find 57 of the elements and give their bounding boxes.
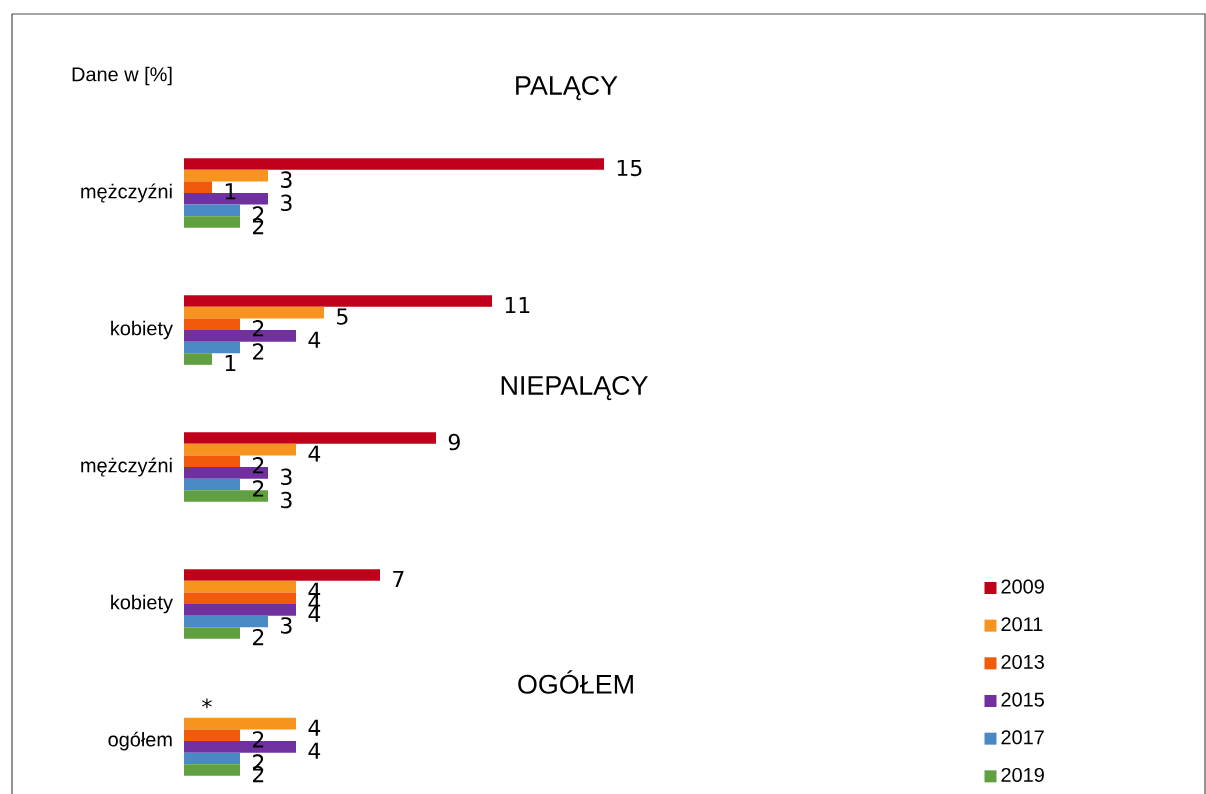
- bar: [184, 181, 213, 194]
- bar: [184, 158, 605, 170]
- bar: [184, 615, 269, 628]
- legend-label: 2015: [1001, 692, 1044, 707]
- text: PALĄCY: [516, 75, 618, 101]
- data-label: 5: [337, 308, 348, 325]
- data-label: 9: [448, 433, 460, 451]
- bar: [184, 318, 241, 331]
- legend-label: 2017: [1001, 730, 1044, 745]
- bar: [184, 592, 297, 605]
- legend-label: 2013: [1001, 654, 1044, 669]
- legend-label: 2019: [1001, 767, 1044, 782]
- data-label: 3: [281, 491, 292, 509]
- text: Dane w [%]: [72, 66, 172, 86]
- bar: [184, 204, 241, 217]
- legend-label: 2011: [1001, 617, 1043, 632]
- y-tick-label: kobiety: [111, 594, 173, 614]
- data-label: 15: [617, 159, 642, 177]
- bar: [184, 353, 213, 365]
- data-label: 4: [308, 331, 321, 348]
- bar: [184, 455, 241, 468]
- annotation: NIEPALĄCY: [501, 375, 648, 401]
- data-label: 2: [253, 628, 264, 646]
- legend-label: 2009: [1001, 579, 1044, 594]
- bar: [184, 764, 241, 776]
- bar: [184, 580, 297, 593]
- bar: [184, 569, 381, 581]
- bar: [184, 306, 325, 319]
- y-tick-label: kobiety: [111, 320, 173, 340]
- data-label: 3: [281, 171, 292, 188]
- bar: [184, 432, 437, 444]
- bar: [184, 729, 241, 742]
- data-label: 4: [308, 742, 321, 759]
- y-tick-label: mężczyźni: [81, 183, 172, 203]
- bar: [184, 627, 241, 639]
- bar: [184, 169, 269, 182]
- bar: [184, 604, 297, 616]
- data-label: 3: [281, 194, 292, 212]
- data-label: 1: [225, 355, 236, 372]
- bar: [184, 216, 241, 228]
- data-label: 3: [281, 617, 292, 634]
- y-tick-label: mężczyźni: [81, 457, 172, 477]
- bar: [184, 295, 493, 307]
- data-label: 4: [308, 445, 321, 462]
- bar: [184, 341, 241, 354]
- data-label: 4: [308, 719, 321, 736]
- y-tick-label: ogółem: [108, 731, 172, 751]
- data-label: 11: [505, 297, 530, 314]
- bar: [184, 478, 241, 491]
- data-label: 7: [393, 571, 404, 588]
- annotation: OGÓŁEM: [518, 670, 633, 694]
- bar: [184, 443, 297, 456]
- bar: [184, 717, 297, 730]
- text: *: [202, 698, 212, 709]
- data-label: 2: [253, 343, 264, 360]
- data-label: 3: [281, 468, 292, 486]
- bar: [184, 752, 241, 765]
